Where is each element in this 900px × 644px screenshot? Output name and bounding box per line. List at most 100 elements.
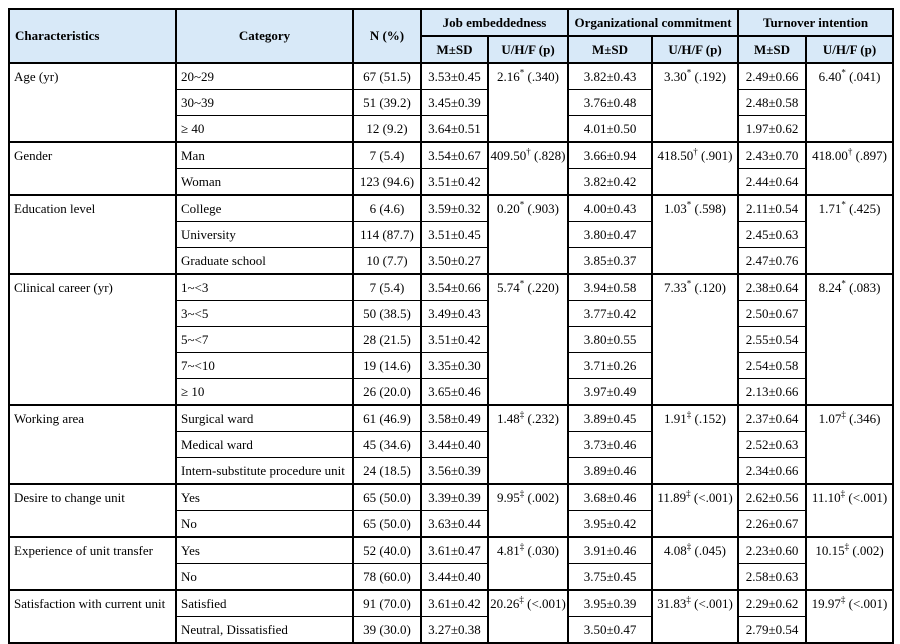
job-msd-cell: 3.50±0.27 [420,247,489,274]
job-msd-cell: 3.54±0.67 [420,141,489,169]
turn-msd-cell: 2.44±0.64 [737,168,808,195]
category-cell: 5~<7 [175,326,354,353]
job-msd-cell: 3.56±0.39 [420,457,489,484]
p-value: (.152) [694,411,726,426]
n-percent-cell: 39 (30.0) [352,616,422,643]
table-row: Desire to change unit Yes 65 (50.0) 3.39±0.… [8,483,895,537]
p-value: (<.001) [848,490,888,505]
stat-value: 1.07 [818,411,842,426]
turn-msd-cell: 2.26±0.67 [737,510,808,537]
turn-msd-cell: 2.79±0.54 [737,616,808,643]
table-row: No 65 (50.0) 3.63±0.44 3.95±0.42 2.26±0.67 [9,510,893,537]
org-msd-cell: 3.82±0.42 [567,168,654,195]
characteristic-cell: Working area [8,404,177,484]
turn-msd-cell: 2.54±0.58 [737,352,808,379]
category-cell: College [175,194,354,222]
p-value: (.828) [534,148,566,163]
org-msd-cell: 3.71±0.26 [567,352,654,379]
significance-marker: * [841,278,846,289]
stat-value: 8.24 [818,280,842,295]
p-value: (.901) [701,148,733,163]
job-msd-cell: 3.53±0.45 [420,62,489,90]
org-msd-cell: 3.80±0.55 [567,326,654,353]
n-percent-cell: 10 (7.7) [352,247,422,274]
header-job-embeddedness: Job embeddedness [419,8,570,37]
stat-value: 11.10 [811,490,841,505]
n-percent-cell: 65 (50.0) [352,510,422,537]
org-msd-cell: 3.66±0.94 [567,141,654,169]
turn-msd-cell: 2.43±0.70 [737,141,808,169]
significance-marker: ‡ [686,409,692,420]
turn-msd-cell: 2.11±0.54 [737,194,808,222]
header-org-stat: U/H/F (p) [651,35,740,64]
org-msd-cell: 3.76±0.48 [567,89,654,116]
org-stat-cell: 4.08‡ (.045) [651,536,740,590]
table-row: Working area Surgical ward 61 (46.9) 3.58±0… [8,404,895,484]
org-msd-cell: 3.89±0.46 [567,457,654,484]
turn-stat-cell: 6.40* (.041) [805,62,895,142]
category-cell: Graduate school [175,247,354,274]
table-body: Age (yr) 20~29 67 (51.5) 3.53±0.45 2.16* (.3… [8,62,895,643]
significance-marker: ‡ [840,488,846,499]
category-cell: Neutral, Dissatisfied [175,616,354,643]
n-percent-cell: 45 (34.6) [352,431,422,458]
p-value: (.903) [527,201,559,216]
stat-value: 1.91 [664,411,687,426]
header-organizational-commitment: Organizational commitment [567,8,740,37]
category-cell: Satisfied [175,589,354,617]
header-org-msd: M±SD [567,35,654,64]
p-value: (.346) [849,411,881,426]
org-stat-cell: 31.83‡ (<.001) [651,589,740,643]
category-cell: 30~39 [175,89,354,116]
job-msd-cell: 3.51±0.42 [420,326,489,353]
n-percent-cell: 26 (20.0) [352,378,422,405]
p-value: (.598) [694,201,726,216]
n-percent-cell: 52 (40.0) [352,536,422,564]
n-percent-cell: 61 (46.9) [352,404,422,432]
org-stat-cell: 11.89‡ (<.001) [651,483,740,537]
significance-marker: ‡ [519,541,525,552]
p-value: (.041) [849,69,881,84]
p-value: (.897) [855,148,887,163]
significance-marker: * [841,67,846,78]
job-stat-cell: 0.20* (.903) [486,194,570,274]
job-msd-cell: 3.49±0.43 [420,300,489,327]
job-msd-cell: 3.58±0.49 [420,404,489,432]
category-cell: Intern-substitute procedure unit [175,457,354,484]
stat-value: 10.15 [815,543,845,558]
org-msd-cell: 3.94±0.58 [567,273,654,301]
characteristic-cell: Desire to change unit [8,483,177,537]
header-job-stat: U/H/F (p) [486,35,570,64]
n-percent-cell: 6 (4.6) [352,194,422,222]
org-stat-cell: 418.50† (.901) [651,141,740,195]
p-value: (.002) [527,490,559,505]
significance-marker: † [526,146,531,157]
header-job-msd: M±SD [420,35,489,64]
job-stat-cell: 9.95‡ (.002) [486,483,570,537]
turn-stat-cell: 19.97‡ (<.001) [805,589,895,643]
turn-stat-cell: 1.71* (.425) [805,194,895,274]
p-value: (.083) [849,280,881,295]
n-percent-cell: 50 (38.5) [352,300,422,327]
turn-stat-cell: 1.07‡ (.346) [805,404,895,484]
org-stat-cell: 3.30* (.192) [651,62,740,142]
n-percent-cell: 24 (18.5) [352,457,422,484]
characteristics-table: Characteristics Category N (%) Job embed… [8,8,895,644]
significance-marker: * [519,278,525,289]
stat-value: 19.97 [811,596,841,611]
job-stat-cell: 1.48‡ (.232) [486,404,570,484]
category-cell: Yes [175,536,354,564]
characteristic-cell: Age (yr) [8,62,177,142]
job-stat-cell: 5.74* (.220) [486,273,570,405]
org-msd-cell: 3.80±0.47 [567,221,654,248]
header-characteristics: Characteristics [8,8,177,64]
p-value: (.120) [694,280,726,295]
org-msd-cell: 3.50±0.47 [567,616,654,643]
stat-value: 11.89 [657,490,687,505]
table-row: 7~<10 19 (14.6) 3.35±0.30 3.71±0.26 2.54±0.5… [9,352,893,379]
turn-stat-cell: 8.24* (.083) [805,273,895,405]
header-n-percent: N (%) [352,8,422,64]
job-stat-cell: 2.16* (.340) [486,62,570,142]
header-category: Category [175,8,354,64]
